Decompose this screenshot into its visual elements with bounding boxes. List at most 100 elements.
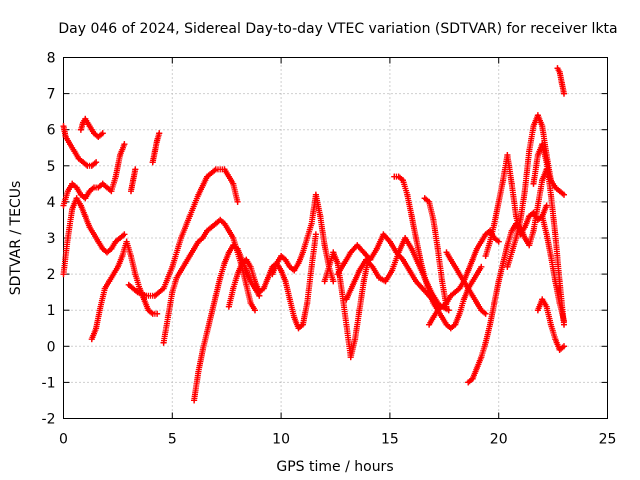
data-point [465, 267, 472, 274]
data-point [417, 256, 424, 263]
data-point [145, 307, 152, 314]
data-point [456, 271, 463, 278]
data-point [62, 133, 69, 140]
data-point [125, 281, 132, 288]
data-point [543, 303, 550, 310]
series-arc-8 [125, 166, 241, 299]
data-point [101, 285, 108, 292]
data-point [469, 375, 476, 382]
data-point [128, 188, 134, 195]
data-point [312, 231, 319, 238]
data-point [452, 321, 459, 328]
data-point [482, 310, 489, 317]
data-point [169, 263, 176, 270]
data-point [299, 321, 306, 328]
data-point [95, 133, 102, 140]
data-point [443, 300, 450, 306]
data-point [495, 238, 502, 245]
data-point [508, 249, 515, 256]
series-arc-3 [60, 141, 128, 209]
data-point [543, 159, 550, 166]
data-point [352, 336, 359, 343]
series-arc-1 [60, 195, 128, 278]
data-point [426, 289, 433, 296]
data-point [349, 281, 356, 288]
data-point [404, 191, 411, 198]
data-point [278, 253, 285, 259]
data-point [530, 123, 537, 130]
data-point [265, 274, 271, 281]
data-point [106, 278, 113, 285]
data-point [91, 231, 97, 238]
data-point [473, 245, 480, 252]
data-point [69, 180, 76, 187]
data-point [326, 263, 332, 270]
data-point [321, 242, 328, 249]
data-point [67, 141, 73, 148]
data-point [389, 267, 396, 274]
data-point [88, 162, 95, 169]
data-point [465, 379, 472, 386]
data-point [456, 285, 463, 292]
data-point [77, 202, 84, 209]
data-point [552, 336, 559, 343]
data-point [204, 328, 211, 335]
data-point [508, 180, 515, 187]
series-arc-12 [269, 191, 337, 285]
data-point [495, 198, 502, 205]
data-point [561, 90, 567, 97]
y-tick-label: 4 [47, 195, 56, 211]
data-point [406, 267, 413, 274]
data-point [95, 184, 102, 191]
data-point [204, 173, 211, 180]
data-point [334, 271, 341, 278]
data-point [75, 155, 82, 162]
data-point [400, 177, 406, 184]
y-tick-label: 1 [47, 303, 56, 319]
data-point [217, 216, 224, 223]
series-arc-17 [421, 195, 450, 310]
data-point [82, 213, 89, 220]
data-point [343, 321, 350, 328]
data-point [356, 307, 363, 314]
data-point [491, 300, 498, 306]
data-point [273, 260, 280, 267]
series-markers [60, 141, 128, 209]
data-point [112, 173, 119, 180]
series-arc-13 [321, 249, 372, 361]
series-markers [149, 130, 163, 166]
data-point [99, 245, 106, 252]
data-point [252, 307, 258, 314]
data-point [88, 336, 95, 343]
y-tick-labels: -2 -1 0 1 2 3 4 5 6 7 8 [42, 51, 56, 428]
data-point [452, 289, 459, 296]
data-point [195, 368, 202, 375]
data-point [308, 220, 315, 227]
x-tick-label: 5 [168, 432, 177, 448]
series-markers [77, 115, 106, 140]
x-tick-labels: 0 5 10 15 20 25 [59, 432, 616, 448]
data-point [182, 260, 189, 267]
data-point [304, 300, 311, 306]
data-point [128, 253, 134, 259]
data-point [360, 278, 367, 285]
data-point [478, 307, 485, 314]
series-arc-24 [534, 296, 567, 353]
data-point [504, 263, 511, 270]
data-point [64, 235, 71, 241]
data-point [86, 224, 93, 231]
data-point [121, 231, 128, 238]
data-point [225, 227, 232, 234]
data-point [347, 249, 354, 256]
data-point [386, 238, 393, 245]
data-point [191, 245, 198, 252]
data-point [282, 256, 289, 263]
data-point [82, 115, 89, 122]
y-tick-label: 2 [47, 267, 56, 283]
data-point [547, 191, 554, 198]
data-point [478, 238, 485, 245]
data-point [487, 238, 493, 245]
data-point [308, 263, 315, 270]
data-point [491, 220, 498, 227]
series-arc-25 [539, 213, 567, 324]
